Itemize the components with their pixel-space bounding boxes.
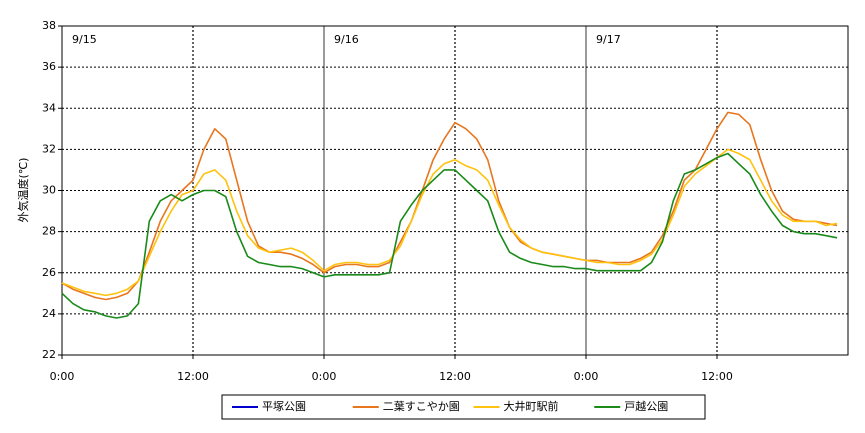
y-tick-label: 36 (42, 60, 56, 73)
y-tick-label: 38 (42, 19, 56, 32)
x-tick-label: 0:00 (50, 370, 75, 383)
x-tick-label: 12:00 (177, 370, 209, 383)
y-axis-label: 外気温度(℃) (16, 158, 30, 223)
day-label: 9/17 (596, 33, 621, 46)
y-tick-label: 24 (42, 307, 56, 320)
legend-label: 二葉すこやか園 (383, 399, 460, 413)
y-tick-label: 34 (42, 101, 56, 114)
series-line (61, 152, 838, 319)
day-label: 9/15 (72, 33, 97, 46)
y-tick-label: 26 (42, 266, 56, 279)
legend-label: 平塚公園 (262, 400, 306, 413)
day-label: 9/16 (334, 33, 359, 46)
series-line (61, 111, 838, 301)
y-tick-label: 22 (42, 348, 56, 361)
series-line (61, 148, 838, 297)
x-tick-label: 0:00 (574, 370, 599, 383)
y-tick-label: 30 (42, 184, 56, 197)
legend-box (221, 394, 706, 420)
y-tick-label: 32 (42, 142, 56, 155)
x-tick-label: 0:00 (312, 370, 337, 383)
legend-label: 戸越公園 (624, 399, 668, 413)
legend-label: 大井町駅前 (504, 399, 559, 413)
y-tick-label: 28 (42, 225, 56, 238)
x-tick-label: 12:00 (439, 370, 471, 383)
x-tick-label: 12:00 (701, 370, 733, 383)
